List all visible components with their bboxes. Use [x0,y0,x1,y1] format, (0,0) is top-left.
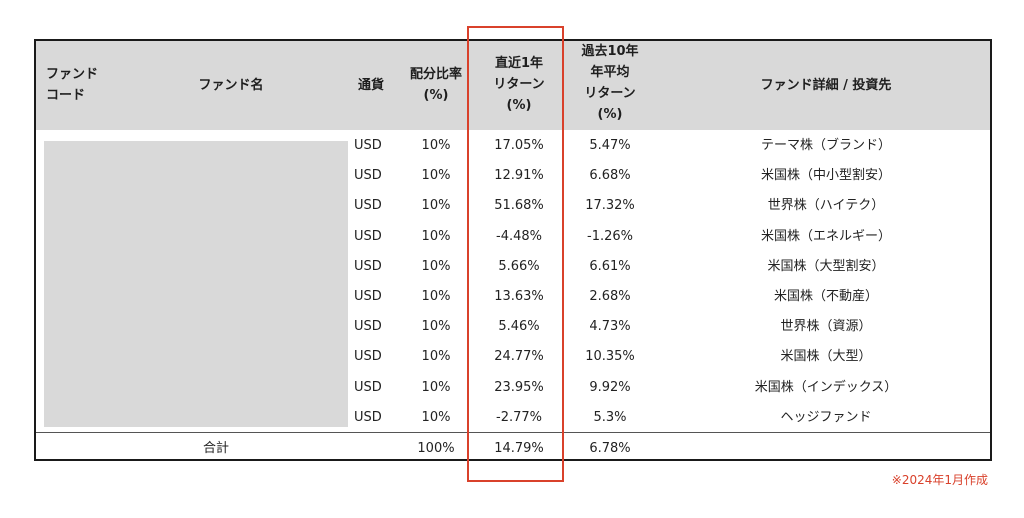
table-row: USD 10% 23.95% 9.92% 米国株（インデックス） [36,373,990,403]
header-allocation-line2: (%) [423,88,449,103]
table-row: USD 10% 5.46% 4.73% 世界株（資源） [36,312,990,342]
header-allocation-line1: 配分比率 [409,67,462,82]
cell-return-10y: 5.3% [593,409,627,425]
cell-currency: USD [354,379,382,395]
cell-currency: USD [354,349,382,365]
header-return-10y-line1: 過去10年 [581,44,639,59]
cell-return-1y: 12.91% [494,168,544,184]
table-row: USD 10% 5.66% 6.61% 米国株（大型割安） [36,252,990,282]
header-fund-code: ファンド コード [46,64,116,106]
cell-return-10y: -1.26% [587,228,633,244]
header-return-10y: 過去10年 年平均 リターン (%) [565,41,655,125]
cell-return-1y: 5.66% [498,258,540,274]
cell-currency: USD [354,168,382,184]
header-currency: 通貨 [357,78,384,93]
total-divider [36,432,990,433]
table-row: USD 10% -4.48% -1.26% 米国株（エネルギー） [36,222,990,252]
cell-allocation: 10% [421,289,451,304]
cell-details: 世界株（資源） [780,319,872,335]
cell-return-1y: 24.77% [494,349,544,365]
cell-details: 米国株（大型割安） [767,258,885,274]
header-allocation: 配分比率 (%) [398,64,474,106]
table-row: USD 10% 51.68% 17.32% 世界株（ハイテク） [36,191,990,221]
cell-details: 世界株（ハイテク） [767,198,885,214]
cell-return-10y: 5.47% [589,138,631,153]
cell-currency: USD [354,319,382,335]
table-row: USD 10% 13.63% 2.68% 米国株（不動産） [36,282,990,312]
footnote: ※2024年1月作成 [891,473,988,487]
cell-return-1y: -4.48% [496,228,542,244]
total-label: 合計 [202,441,229,456]
cell-return-10y: 6.68% [589,168,631,184]
cell-allocation: 10% [421,319,451,335]
total-row: 合計 100% 14.79% 6.78% [36,434,990,464]
cell-details: 米国株（エネルギー） [760,228,891,244]
total-return-10y: 6.78% [589,441,631,456]
cell-details: テーマ株（ブランド） [760,138,891,153]
total-return-1y: 14.79% [494,441,544,456]
cell-return-1y: 13.63% [494,289,544,304]
cell-return-1y: 17.05% [494,138,544,153]
cell-details: 米国株（中小型割安） [760,168,891,184]
cell-return-10y: 2.68% [589,289,631,304]
cell-return-10y: 10.35% [585,349,635,365]
cell-return-1y: 5.46% [498,319,540,335]
header-return-1y: 直近1年 リターン (%) [474,53,564,116]
header-return-1y-line2: リターン [493,77,545,92]
cell-currency: USD [354,409,382,425]
header-return-10y-line2: 年平均 [590,65,630,80]
cell-details: 米国株（インデックス） [754,379,898,395]
cell-currency: USD [354,289,382,304]
cell-allocation: 10% [421,168,451,184]
cell-currency: USD [354,228,382,244]
cell-allocation: 10% [421,228,451,244]
cell-return-1y: -2.77% [496,409,542,425]
cell-return-10y: 6.61% [589,258,631,274]
table-header [36,41,990,130]
header-return-1y-line3: (%) [506,98,532,113]
fund-table: ファンド コード ファンド名 通貨 配分比率 (%) 直近1年 リターン (%)… [34,39,992,461]
header-fund-code-line2: コード [46,88,86,103]
cell-allocation: 10% [421,198,451,214]
total-allocation: 100% [417,441,455,456]
cell-allocation: 10% [421,409,451,425]
cell-currency: USD [354,138,382,153]
cell-currency: USD [354,198,382,214]
cell-currency: USD [354,258,382,274]
cell-return-10y: 17.32% [585,198,635,214]
cell-allocation: 10% [421,379,451,395]
header-details: ファンド詳細 / 投資先 [760,78,892,93]
redacted-fund-names [44,141,348,427]
header-fund-code-line1: ファンド [46,67,99,82]
header-return-10y-line3: リターン [584,86,636,101]
header-return-1y-line1: 直近1年 [494,56,544,71]
table-row: USD 10% 24.77% 10.35% 米国株（大型） [36,342,990,372]
cell-allocation: 10% [421,258,451,274]
table-row: USD 10% 12.91% 6.68% 米国株（中小型割安） [36,161,990,191]
table-row: USD 10% 17.05% 5.47% テーマ株（ブランド） [36,131,990,161]
cell-details: 米国株（不動産） [773,289,878,304]
header-return-10y-line4: (%) [597,107,623,122]
cell-return-10y: 9.92% [589,379,631,395]
cell-return-1y: 51.68% [494,198,544,214]
cell-allocation: 10% [421,138,451,153]
header-fund-name: ファンド名 [198,78,264,93]
cell-allocation: 10% [421,349,451,365]
cell-return-10y: 4.73% [589,319,631,335]
cell-details: ヘッジファンド [780,409,872,425]
table-row: USD 10% -2.77% 5.3% ヘッジファンド [36,403,990,433]
cell-return-1y: 23.95% [494,379,544,395]
cell-details: 米国株（大型） [780,349,872,365]
